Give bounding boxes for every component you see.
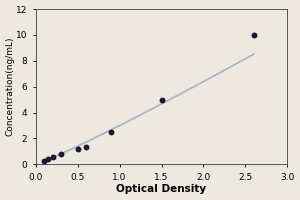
Point <box>109 130 114 134</box>
X-axis label: Optical Density: Optical Density <box>116 184 207 194</box>
Point <box>84 145 88 148</box>
Point <box>58 152 63 156</box>
Point <box>50 155 55 158</box>
Point <box>42 159 46 163</box>
Point <box>251 33 256 37</box>
Y-axis label: Concentration(ng/mL): Concentration(ng/mL) <box>6 37 15 136</box>
Point <box>159 98 164 101</box>
Point <box>75 147 80 150</box>
Point <box>46 158 51 161</box>
